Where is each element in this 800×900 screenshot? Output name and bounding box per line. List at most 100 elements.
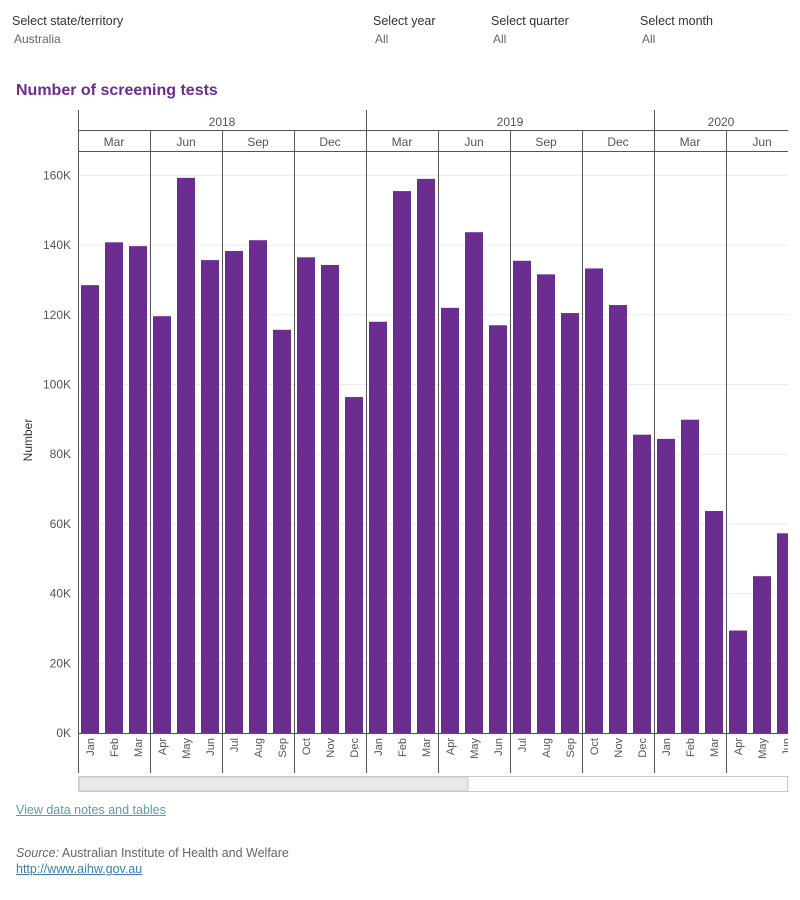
y-tick-label: 40K [50, 587, 71, 601]
state-filter-label: Select state/territory [12, 14, 124, 28]
quarter-label: Jun [176, 135, 195, 149]
source-line: Source: Australian Institute of Health a… [16, 846, 289, 860]
bar-may [177, 177, 195, 734]
y-tick-label: 140K [43, 238, 71, 252]
month-label: Jan [661, 738, 673, 756]
quarter-filter-value[interactable]: All [493, 32, 507, 46]
quarter-label: Jun [752, 135, 771, 149]
bar-may [753, 576, 771, 733]
month-label: Feb [109, 738, 121, 757]
month-label: Mar [133, 738, 145, 757]
month-label: Jan [373, 738, 385, 756]
bar-nov [609, 305, 627, 733]
bar-oct [585, 268, 603, 733]
month-filter[interactable]: Select month All [640, 14, 713, 46]
quarter-label: Dec [607, 135, 628, 149]
y-axis-label: Number [21, 419, 35, 462]
source-url-link[interactable]: http://www.aihw.gov.au [16, 862, 143, 876]
horizontal-scrollbar[interactable] [78, 776, 788, 792]
bar-jan [369, 321, 387, 733]
quarter-filter[interactable]: Select quarter All [491, 14, 569, 46]
bar-mar [417, 178, 435, 733]
month-filter-value[interactable]: All [642, 32, 656, 46]
bar-feb [681, 419, 699, 733]
y-tick-label: 20K [50, 656, 71, 670]
bar-jun [489, 325, 507, 733]
scrollbar-thumb[interactable] [78, 776, 469, 792]
bar-aug [537, 274, 555, 733]
view-data-notes-link[interactable]: View data notes and tables [16, 803, 166, 817]
bar-nov [321, 264, 339, 733]
y-axis: 0K 20K 40K 60K 80K 100K 120K 140K 160K Number [21, 168, 71, 740]
y-tick-label: 160K [43, 168, 71, 182]
bar-jun [777, 533, 788, 733]
month-label: Jul [229, 738, 241, 752]
month-label: Aug [253, 738, 265, 758]
month-labels: Jan Feb Mar Apr May Jun Jul Aug Sep Oct Nov Dec Jan F… [85, 738, 793, 759]
month-label: Apr [157, 738, 169, 755]
year-filter-value[interactable]: All [375, 32, 389, 46]
quarter-label: Sep [535, 135, 557, 149]
y-tick-label: 0K [56, 726, 71, 740]
source-text: Australian Institute of Health and Welfa… [61, 846, 289, 860]
month-label: May [757, 738, 769, 759]
y-tick-label: 120K [43, 308, 71, 322]
source-label: Source: [16, 846, 60, 860]
month-label: Feb [397, 738, 409, 757]
period-headers: 2018 2019 2020 Mar Jun Sep Dec Mar Jun Sep Dec Mar J… [104, 115, 772, 149]
bar-jan [657, 438, 675, 733]
year-filter[interactable]: Select year All [373, 14, 436, 46]
bar-apr [729, 630, 747, 733]
month-filter-label: Select month [640, 14, 713, 28]
y-tick-label: 60K [50, 517, 71, 531]
year-filter-label: Select year [373, 14, 436, 28]
quarter-label: Sep [247, 135, 269, 149]
month-label: May [469, 738, 481, 759]
month-label: Aug [541, 738, 553, 758]
month-label: Jun [781, 738, 793, 756]
month-label: Mar [709, 738, 721, 757]
quarter-separators [150, 110, 727, 773]
bar-jan [81, 285, 99, 733]
month-label: Apr [445, 738, 457, 755]
month-label: Nov [325, 738, 337, 758]
bar-apr [441, 307, 459, 733]
month-label: Nov [613, 738, 625, 758]
bar-dec [345, 397, 363, 733]
quarter-label: Mar [680, 135, 701, 149]
bar-apr [153, 316, 171, 733]
bar-mar [129, 246, 147, 734]
month-label: Jun [493, 738, 505, 756]
quarter-filter-label: Select quarter [491, 14, 569, 28]
month-label: Feb [685, 738, 697, 757]
state-filter-value[interactable]: Australia [14, 32, 61, 46]
month-label: Jun [205, 738, 217, 756]
bar-feb [393, 191, 411, 733]
screening-tests-bar-chart: 2018 2019 2020 Mar Jun Sep Dec Mar Jun Sep Dec Mar J… [21, 110, 793, 792]
month-label: Oct [589, 738, 601, 755]
bar-jul [513, 260, 531, 733]
month-label: Apr [733, 738, 745, 755]
quarter-label: Mar [104, 135, 125, 149]
quarter-label: Mar [392, 135, 413, 149]
quarter-label: Jun [464, 135, 483, 149]
month-label: Mar [421, 738, 433, 757]
month-label: May [181, 738, 193, 759]
month-label: Oct [301, 738, 313, 755]
y-tick-label: 100K [43, 377, 71, 391]
bar-may [465, 232, 483, 733]
y-tick-label: 80K [50, 447, 71, 461]
month-label: Jan [85, 738, 97, 756]
year-label: 2020 [708, 115, 735, 129]
bar-dec [633, 434, 651, 733]
state-filter[interactable]: Select state/territory Australia [12, 14, 123, 46]
bars [81, 177, 788, 734]
month-label: Jul [517, 738, 529, 752]
bar-mar [705, 511, 723, 733]
year-label: 2018 [209, 115, 236, 129]
bar-sep [561, 313, 579, 733]
year-label: 2019 [497, 115, 524, 129]
month-label: Dec [637, 738, 649, 758]
chart-frame [78, 110, 788, 773]
bar-feb [105, 242, 123, 733]
